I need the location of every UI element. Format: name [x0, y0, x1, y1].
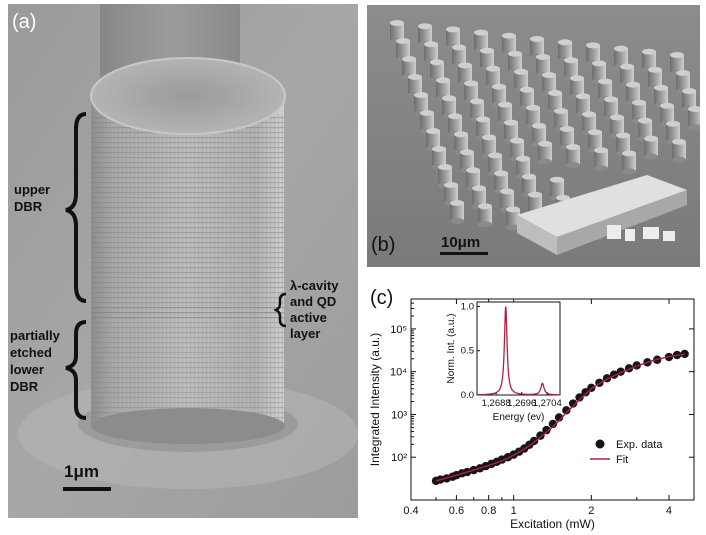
cavity-label-line2: and QD: [290, 294, 336, 309]
data-point: [680, 349, 689, 359]
lower-dbr-label-line3: lower: [10, 362, 44, 377]
array-pillar: [594, 147, 608, 172]
array-pillar: [644, 135, 658, 160]
array-pillar: [538, 140, 552, 165]
upper-dbr-label-line1: upper: [14, 182, 50, 197]
panel-b-scale-label: 10μm: [441, 234, 480, 251]
y-tick-label: 10⁵: [390, 324, 407, 336]
array-pillar: [442, 95, 456, 120]
x-tick-label: 1: [511, 505, 517, 517]
inset-y-tick-label: 0.5: [461, 346, 474, 357]
panel-b-sem-pillar-array: (b) 10μm: [367, 5, 700, 267]
cavity-label-line3: active: [290, 310, 327, 325]
array-pillar: [622, 150, 636, 175]
inset-x-tick-label: 1,2688: [482, 398, 511, 409]
panel-b-scale-bar: [440, 252, 488, 255]
panel-a-sem-micropillar: (a) upper DBR λ-cavity and QD active lay…: [8, 4, 358, 518]
inset-frame: [476, 301, 561, 396]
inset-x-tick-label: 1,2696: [507, 398, 536, 409]
panel-b-image: (b) 10μm: [367, 5, 700, 267]
y-tick-label: 10⁴: [390, 367, 407, 379]
upper-dbr-brace: [65, 112, 87, 303]
panel-c-label: (c): [370, 287, 393, 309]
x-tick-label: 2: [588, 505, 594, 517]
data-point: [548, 419, 558, 429]
lower-dbr-label-line1: partially: [10, 328, 61, 343]
x-tick-label: 0.4: [403, 505, 418, 517]
legend-data-marker: [595, 439, 605, 449]
x-axis-label: Excitation (mW): [510, 517, 595, 531]
array-pillar: [642, 48, 656, 73]
array-pillar: [506, 206, 520, 231]
array-pillar: [478, 203, 492, 228]
data-point: [554, 413, 564, 422]
data-point: [575, 393, 584, 402]
array-pillar: [536, 54, 550, 78]
data-point: [562, 406, 571, 415]
x-tick-label: 0.6: [449, 505, 464, 517]
inset-y-tick-label: 0.0: [461, 390, 474, 401]
y-axis-label: Integrated Intensity (a.u.): [368, 333, 382, 466]
inset-x-tick-label: 1,2704: [533, 398, 562, 409]
lower-dbr-label-line2: etched: [10, 345, 52, 360]
panel-c-intensity-plot: (c) 0.4 0.6 0.8 1 2 4 10² 10³ 10⁴ 10⁵ Excitation (…: [362, 278, 706, 535]
legend-fit-label: Fit: [616, 454, 628, 466]
y-tick-label: 10²: [391, 452, 407, 464]
data-point: [542, 425, 551, 435]
inset-x-axis-label: Energy (ev): [493, 412, 545, 423]
inset-y-tick-label: 1.0: [461, 301, 474, 312]
y-tick-label: 10³: [391, 409, 407, 421]
array-pillar: [576, 93, 590, 118]
array-pillar: [500, 188, 514, 213]
panel-a-image: (a) upper DBR λ-cavity and QD active lay…: [8, 4, 358, 518]
legend-data-label: Exp. data: [616, 439, 663, 451]
data-point: [581, 388, 590, 397]
array-pillar: [564, 57, 578, 82]
cavity-label-line4: layer: [290, 326, 320, 341]
inset-y-axis-label: Norm. Int. (a.u.): [446, 313, 457, 383]
array-pillar: [532, 122, 546, 147]
array-pillar: [450, 200, 464, 224]
x-tick-label: 0.8: [481, 505, 496, 517]
data-point: [536, 431, 545, 440]
cavity-label-line1: λ-cavity: [290, 278, 339, 293]
data-point: [568, 399, 578, 408]
lower-dbr-brace: [65, 320, 87, 420]
array-pillar: [672, 138, 686, 163]
cavity-brace: [273, 292, 287, 328]
array-pillar: [420, 110, 434, 134]
x-tick-label: 4: [666, 505, 672, 517]
panel-a-scale-label: 1μm: [64, 462, 99, 481]
panel-a-label: (a): [12, 11, 36, 33]
array-pillar: [460, 149, 474, 174]
panel-b-label: (b): [371, 234, 395, 256]
inset-spectrum-line: [476, 306, 561, 396]
lower-dbr-label-line4: DBR: [10, 379, 39, 394]
panel-a-scale-bar: [63, 487, 111, 491]
array-pillar: [566, 144, 580, 168]
fit-line: [435, 353, 685, 482]
array-pillar: [498, 101, 512, 126]
upper-dbr-label-line2: DBR: [14, 199, 43, 214]
array-pillar: [688, 106, 700, 130]
legend: Exp. data Fit: [590, 439, 663, 466]
intensity-chart: (c) 0.4 0.6 0.8 1 2 4 10² 10³ 10⁴ 10⁵ Excitation (…: [368, 287, 695, 531]
